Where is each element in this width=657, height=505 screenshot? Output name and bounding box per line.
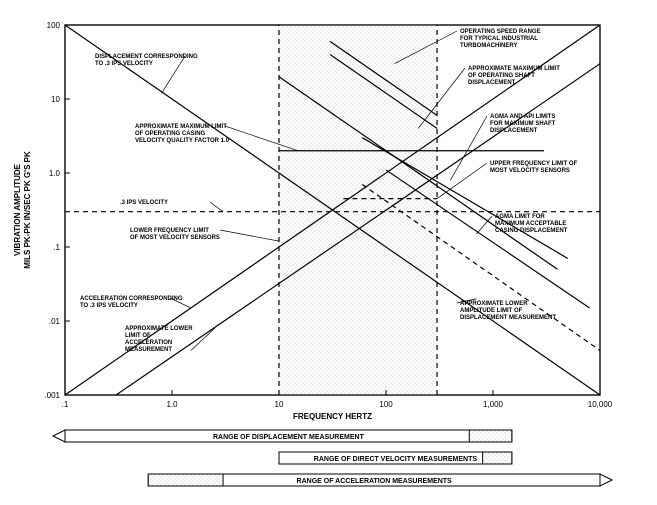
annotation-max_casing_vel: OF OPERATING CASING xyxy=(135,131,206,137)
y-axis-label: VIBRATION AMPLITUDE xyxy=(13,163,22,256)
y-tick-label: .01 xyxy=(49,317,61,326)
annotation-agma_api: AGMA AND API LIMITS xyxy=(490,114,555,120)
annotation-max_casing_vel: VELOCITY QUALITY FACTOR 1.0 xyxy=(135,138,230,144)
range-bar-label: RANGE OF ACCELERATION MEASUREMENTS xyxy=(297,478,453,485)
range-bar-label: RANGE OF DIRECT VELOCITY MEASUREMENTS xyxy=(314,456,478,463)
x-tick-label: 10,000 xyxy=(588,400,613,409)
range-arrow-right xyxy=(600,474,612,486)
annotation-max_shaft_disp: DISPLACEMENT xyxy=(468,80,516,86)
annotation-agma_casing: MAXIMUM ACCEPTABLE xyxy=(495,221,566,227)
annotation-agma_api: FOR MAXIMUM SHAFT xyxy=(490,121,556,127)
annotation-leader xyxy=(450,116,487,180)
annotation-disp_corr: TO .3 IPS VELOCITY xyxy=(95,61,153,67)
y-tick-label: 100 xyxy=(47,21,61,30)
range-bar-label: RANGE OF DISPLACEMENT MEASUREMENT xyxy=(213,434,365,441)
range-bar-shade xyxy=(483,452,512,464)
annotation-lower_disp: APPROXIMATE LOWER xyxy=(460,301,528,307)
annotation-max_shaft_disp: APPROXIMATE MAXIMUM LIMIT xyxy=(468,66,560,72)
range-arrow-left xyxy=(53,430,65,442)
y-tick-label: .1 xyxy=(53,243,60,252)
y-tick-label: .001 xyxy=(44,391,60,400)
annotation-leader xyxy=(162,56,185,93)
y-axis-label: MILS PK-PK IN/SEC PK G'S PK xyxy=(23,151,32,269)
annotation-lower_accel: APPROXIMATE LOWER xyxy=(125,326,193,332)
operating-speed-band xyxy=(279,25,437,395)
annotation-lower_freq_vel: LOWER FREQUENCY LIMIT xyxy=(130,228,209,234)
annotation-leader xyxy=(210,202,223,212)
x-tick-label: 1,000 xyxy=(483,400,504,409)
annotation-lower_disp: DISPLACEMENT MEASUREMENT xyxy=(460,315,556,321)
annotation-upper_freq_vel: MOST VELOCITY SENSORS xyxy=(490,168,570,174)
range-bar-shade xyxy=(469,430,512,442)
annotation-lower_freq_vel: OF MOST VELOCITY SENSORS xyxy=(130,235,220,241)
annotation-lower_accel: MEASUREMENT xyxy=(125,347,172,353)
y-tick-label: 10 xyxy=(51,95,60,104)
annotation-vel_03: .3 IPS VELOCITY xyxy=(120,200,168,206)
annotation-leader xyxy=(220,230,279,241)
annotation-agma_api: DISPLACEMENT xyxy=(490,128,538,134)
annotation-accel_corr: TO .3 IPS VELOCITY xyxy=(80,303,138,309)
annotation-max_casing_vel: APPROXIMATE MAXIMUM LIMIT xyxy=(135,124,227,130)
vibration-chart: .1 1.0 10 100 1,000 10,000 .001 .01 .1 1.0 10 100 FR… xyxy=(0,0,657,505)
x-tick-label: 1.0 xyxy=(166,400,178,409)
annotation-op_speed_range: OPERATING SPEED RANGE xyxy=(460,29,541,35)
annotation-lower_accel: ACCELERATION xyxy=(125,340,172,346)
annotation-accel_corr: ACCELERATION CORRESPONDING xyxy=(80,296,183,302)
range-bar-shade xyxy=(148,474,223,486)
annotation-op_speed_range: FOR TYPICAL INDUSTRIAL xyxy=(460,36,538,42)
x-tick-label: 10 xyxy=(275,400,284,409)
x-axis-label: FREQUENCY HERTZ xyxy=(293,412,372,421)
annotation-agma_casing: AGMA LIMIT FOR xyxy=(495,214,545,220)
annotation-agma_casing: CASING DISPLACEMENT xyxy=(495,228,568,234)
annotation-leader xyxy=(437,163,487,199)
annotation-max_shaft_disp: OF OPERATING SHAFT xyxy=(468,73,535,79)
y-tick-label: 1.0 xyxy=(49,169,61,178)
x-tick-label: .1 xyxy=(62,400,69,409)
annotation-lower_disp: AMPLITUDE LIMIT OF xyxy=(460,308,523,314)
annotation-lower_accel: LIMIT OF xyxy=(125,333,151,339)
x-tick-label: 100 xyxy=(379,400,393,409)
chart-svg: .1 1.0 10 100 1,000 10,000 .001 .01 .1 1.0 10 100 FR… xyxy=(0,0,657,505)
annotation-leader xyxy=(191,328,215,350)
annotation-upper_freq_vel: UPPER FREQUENCY LIMIT OF xyxy=(490,161,578,167)
annotation-disp_corr: DISPLACEMENT CORRESPONDING xyxy=(95,54,198,60)
annotation-op_speed_range: TURBOMACHINERY xyxy=(460,43,517,49)
